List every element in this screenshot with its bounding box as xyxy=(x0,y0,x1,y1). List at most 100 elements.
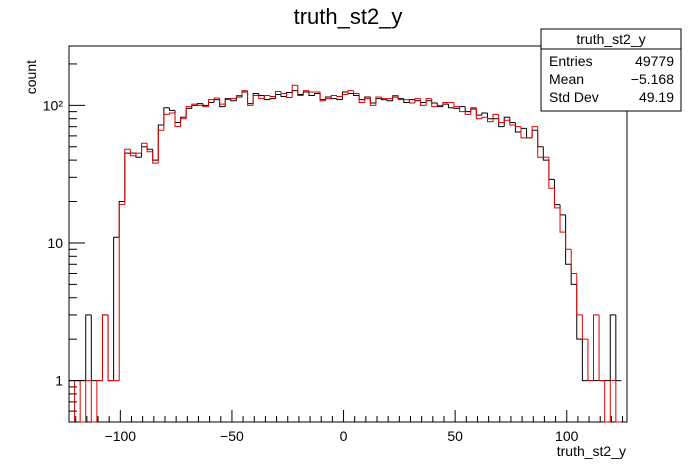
histogram-bin-s1-14 xyxy=(146,143,153,153)
histogram-bin-s1-46 xyxy=(325,98,332,101)
histogram-bin-s0-35 xyxy=(263,95,270,101)
histogram-bin-s0-72 xyxy=(470,108,477,112)
histogram-bin-s1-84 xyxy=(537,126,544,158)
histogram-bin-s1-49 xyxy=(341,93,348,97)
stats-box-title: truth_st2_y xyxy=(576,31,645,47)
histogram-bin-s1-50 xyxy=(347,90,354,95)
histogram-bin-s1-65 xyxy=(431,98,438,108)
histogram-bin-s0-97 xyxy=(609,314,616,381)
histogram-bin-s0-69 xyxy=(453,107,460,109)
chart-title: truth_st2_y xyxy=(294,4,403,29)
histogram-bin-s0-27 xyxy=(219,99,226,108)
histogram-bin-s0-66 xyxy=(436,103,443,108)
x-tick-label: −100 xyxy=(105,428,137,444)
histogram-series-1 xyxy=(69,84,622,423)
stats-mean-value: −5.168 xyxy=(631,71,674,87)
histogram-bin-s0-14 xyxy=(146,146,153,150)
histogram-bin-s1-51 xyxy=(353,90,360,94)
histogram-bin-s0-18 xyxy=(168,107,176,111)
histogram-bin-s1-52 xyxy=(358,93,365,103)
histogram-bin-s1-66 xyxy=(436,104,443,107)
histogram-bin-s1-28 xyxy=(224,99,231,105)
histogram-bin-s0-41 xyxy=(297,90,304,95)
histogram-bin-s0-67 xyxy=(442,103,449,107)
histogram-bin-s0-51 xyxy=(353,93,360,96)
histogram-bin-s1-55 xyxy=(375,96,382,106)
histogram-bin-s0-89 xyxy=(565,214,572,265)
histogram-bin-s1-41 xyxy=(297,85,304,96)
histogram-bin-s1-21 xyxy=(185,106,192,119)
stats-stddev-value: 49.19 xyxy=(639,89,674,105)
histogram-bin-s0-79 xyxy=(509,117,516,124)
histogram-bin-s0-10 xyxy=(124,152,131,202)
histogram-bin-s0-45 xyxy=(319,93,326,101)
histogram-bin-s0-44 xyxy=(314,92,321,96)
histogram-bin-s1-96 xyxy=(604,380,611,423)
histogram-bin-s1-61 xyxy=(408,99,415,104)
histogram-bin-s0-39 xyxy=(286,92,293,97)
x-tick-label: 100 xyxy=(555,428,579,444)
histogram-bin-s1-11 xyxy=(129,149,136,157)
histogram-bin-s0-36 xyxy=(269,98,276,100)
histogram-bin-s0-15 xyxy=(152,149,159,161)
histogram-bin-s0-64 xyxy=(425,100,432,103)
histogram-bin-s0-54 xyxy=(369,97,376,104)
histogram-bin-s0-78 xyxy=(503,116,510,127)
histogram-bin-s1-19 xyxy=(174,112,181,128)
histogram-bin-s1-64 xyxy=(425,98,432,106)
histogram-bin-s0-98 xyxy=(615,314,622,382)
histogram-series-0 xyxy=(68,90,628,422)
histogram-bin-s1-71 xyxy=(464,111,471,115)
histogram-bin-s0-71 xyxy=(464,106,471,113)
histogram-bin-s1-89 xyxy=(565,232,572,250)
histogram-bin-s1-6 xyxy=(101,314,109,381)
stats-mean-label: Mean xyxy=(549,71,584,87)
histogram-bin-s1-42 xyxy=(302,90,309,96)
histogram-bin-s1-98 xyxy=(615,380,622,423)
histogram-bin-s0-38 xyxy=(280,94,287,97)
histogram-bin-s1-37 xyxy=(274,91,282,97)
histogram-bin-s0-32 xyxy=(247,92,254,105)
histogram-bin-s1-32 xyxy=(247,90,254,106)
histogram-bin-s1-23 xyxy=(196,104,203,106)
histogram-bin-s1-69 xyxy=(453,102,460,108)
histogram-bin-s1-3 xyxy=(85,380,92,422)
stats-box: truth_st2_y Entries 49779 Mean −5.168 St… xyxy=(540,28,682,112)
histogram-bin-s0-92 xyxy=(581,339,588,382)
histogram-bin-s0-81 xyxy=(520,127,527,133)
histogram-bin-s0-82 xyxy=(526,128,533,139)
histogram-bin-s1-74 xyxy=(481,116,488,119)
histogram-bin-s1-80 xyxy=(514,124,521,128)
histogram-bin-s1-45 xyxy=(319,92,326,102)
histogram-bin-s0-34 xyxy=(258,93,265,96)
histogram-bin-s0-55 xyxy=(375,98,382,104)
stats-stddev-label: Std Dev xyxy=(549,89,599,105)
histogram-bin-s1-13 xyxy=(141,142,148,154)
histogram-bin-s0-24 xyxy=(202,103,209,106)
histogram-bin-s1-70 xyxy=(459,106,466,113)
x-axis: −100 −50 0 50 100 xyxy=(75,410,624,444)
histogram-bin-s1-78 xyxy=(503,119,510,123)
histogram-bin-s1-63 xyxy=(420,98,427,106)
x-tick-label: −50 xyxy=(220,428,244,444)
histogram-bin-s1-79 xyxy=(509,120,516,126)
histogram-bin-s0-75 xyxy=(487,112,494,120)
histogram-bin-s0-88 xyxy=(559,204,566,216)
histogram-bin-s1-22 xyxy=(191,103,198,107)
histogram-bin-s1-94 xyxy=(593,314,600,381)
histogram-bin-s1-48 xyxy=(336,95,343,97)
histogram-bin-s0-74 xyxy=(481,112,488,116)
histogram-bin-s1-29 xyxy=(230,98,237,100)
series-layer xyxy=(68,84,628,423)
histogram-bin-s1-4 xyxy=(90,380,97,423)
stats-entries-label: Entries xyxy=(549,53,593,69)
histogram-bin-s1-56 xyxy=(380,97,388,100)
histogram-bin-s1-97 xyxy=(609,380,616,422)
histogram-bin-s0-90 xyxy=(570,264,577,285)
x-axis-label: truth_st2_y xyxy=(557,443,626,459)
histogram-bin-s0-57 xyxy=(386,99,393,102)
histogram-bin-s1-9 xyxy=(118,204,125,381)
histogram-bin-s1-47 xyxy=(330,94,337,99)
histogram-bin-s0-68 xyxy=(447,104,455,109)
histogram-bin-s1-20 xyxy=(180,118,187,127)
